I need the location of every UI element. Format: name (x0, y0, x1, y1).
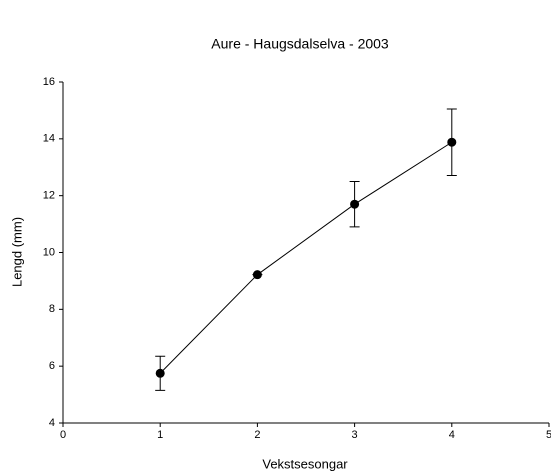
data-point (155, 368, 165, 378)
y-tick-label: 4 (49, 417, 55, 429)
x-tick-label: 5 (546, 429, 551, 441)
y-tick-label: 10 (43, 246, 55, 258)
y-axis-label: Lengd (mm) (9, 217, 24, 287)
x-tick-label: 4 (449, 429, 455, 441)
y-tick-label: 12 (43, 190, 55, 202)
data-point (350, 199, 360, 209)
x-tick-label: 1 (157, 429, 163, 441)
x-tick-label: 2 (254, 429, 260, 441)
chart-title: Aure - Haugsdalselva - 2003 (211, 36, 389, 52)
data-line (159, 141, 453, 374)
x-axis-label: Vekstsesongar (262, 456, 348, 471)
y-tick-label: 6 (49, 360, 55, 372)
data-point (252, 270, 262, 280)
x-tick-label: 3 (352, 429, 358, 441)
y-tick-label: 14 (43, 133, 55, 145)
data-point (447, 137, 457, 147)
y-tick-label: 16 (43, 76, 55, 88)
y-tick-label: 8 (49, 303, 55, 315)
x-tick-label: 0 (60, 429, 66, 441)
